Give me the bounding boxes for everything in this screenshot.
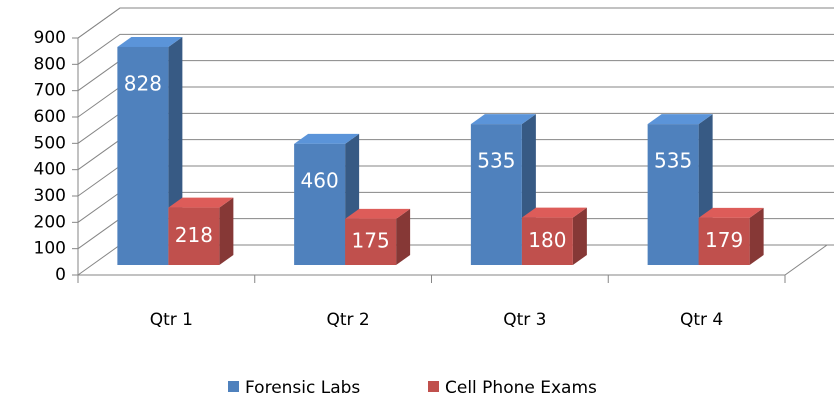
bar-top: [345, 208, 411, 219]
y-tick-label: 900: [34, 28, 66, 48]
bar: [168, 207, 220, 265]
bar-side: [572, 207, 587, 265]
grid-line: [77, 60, 834, 92]
value-label: 180: [528, 228, 566, 252]
bar: [117, 46, 169, 266]
grid-line: [77, 7, 834, 39]
legend-swatch: [428, 381, 439, 392]
y-tick-label: 600: [34, 107, 66, 127]
bar: [294, 143, 346, 265]
grid-line: [77, 33, 834, 65]
y-tick-label: 200: [34, 212, 66, 232]
x-tick-label: Qtr 1: [150, 310, 193, 330]
y-tick-label: 700: [34, 81, 66, 101]
grid-line: [77, 112, 834, 144]
bar-side: [219, 197, 234, 265]
bar-top: [647, 114, 713, 125]
value-label: 535: [477, 149, 515, 173]
y-tick-label: 800: [34, 54, 66, 74]
value-label: 179: [705, 228, 743, 252]
bar-top: [470, 114, 536, 125]
y-tick-label: 400: [34, 160, 66, 180]
bar: [521, 217, 573, 265]
x-tick-label: Qtr 4: [680, 310, 723, 330]
bar: [470, 124, 522, 265]
bar-top: [698, 207, 764, 218]
bar-side: [396, 208, 411, 265]
x-tick-label: Qtr 2: [326, 310, 369, 330]
bar-top: [521, 207, 587, 218]
wall-edge: [77, 7, 121, 275]
legend-label: Forensic Labs: [245, 378, 360, 398]
value-label: 460: [301, 168, 339, 192]
y-tick-label: 500: [34, 133, 66, 153]
bar-top: [117, 36, 183, 47]
value-label: 535: [654, 149, 692, 173]
value-label: 828: [124, 71, 162, 95]
y-tick-label: 300: [34, 186, 66, 206]
legend-swatch: [228, 381, 239, 392]
value-label: 218: [175, 223, 213, 247]
y-tick-label: 0: [55, 265, 66, 285]
bar: [345, 218, 397, 265]
bar: [698, 217, 750, 265]
bar: [647, 124, 699, 265]
grid-line: [77, 86, 834, 118]
x-tick-label: Qtr 3: [503, 310, 546, 330]
grid-line: [77, 165, 834, 197]
bar-top: [168, 197, 234, 208]
y-tick-label: 100: [34, 239, 66, 259]
value-label: 175: [352, 228, 390, 252]
grid-line: [77, 139, 834, 171]
legend-label: Cell Phone Exams: [445, 378, 597, 398]
bar-top: [294, 133, 360, 144]
bar-side: [749, 207, 764, 265]
